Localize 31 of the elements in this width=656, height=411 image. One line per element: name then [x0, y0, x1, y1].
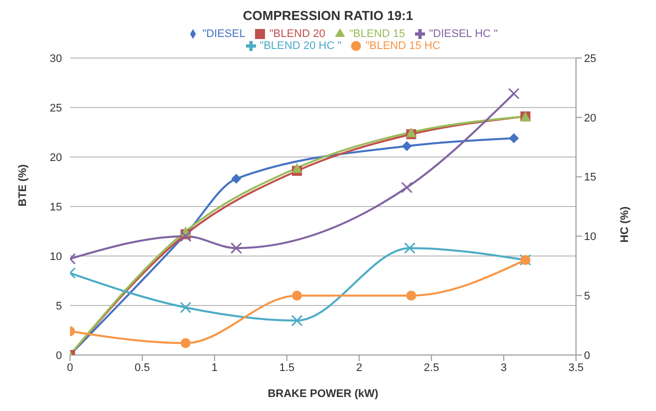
chart-title: COMPRESSION RATIO 19:1 [242, 8, 414, 24]
y2-tick-label: 0 [584, 350, 590, 362]
y2-tick-label: 25 [584, 52, 596, 65]
y-tick-label: 5 [56, 300, 62, 312]
x-tick-label: 0 [66, 362, 74, 374]
y2-axis-title: HC (%) [618, 206, 631, 243]
y2-tick-label: 10 [584, 231, 596, 244]
legend-label: "DIESEL [202, 28, 246, 40]
y-tick-label: 0 [56, 350, 62, 362]
y-tick-label: 20 [50, 152, 62, 164]
x-axis-title: BRAKE POWER (kW) [268, 388, 379, 400]
legend-label: "BLEND 20 [269, 28, 326, 40]
y-axis-title: BTE (%) [16, 164, 29, 206]
legend-label: "BLEND 15 HC [365, 40, 440, 52]
x-tick-label: 3 [500, 362, 507, 374]
legend-label: "BLEND 15 [349, 28, 406, 40]
y2-tick-label: 5 [584, 290, 590, 303]
y-tick-label: 25 [50, 102, 62, 114]
x-tick-label: 2.5 [424, 362, 440, 374]
legend-label: "BLEND 20 HC " [260, 40, 342, 52]
x-tick-label: 2 [356, 362, 362, 374]
y-tick-label: 15 [50, 201, 62, 214]
x-tick-label: 1.5 [279, 362, 295, 374]
x-tick-label: 1 [212, 362, 218, 374]
y2-tick-label: 15 [584, 172, 596, 184]
y2-tick-label: 20 [584, 112, 596, 124]
y-tick-label: 10 [50, 250, 62, 263]
x-tick-label: 3.5 [568, 362, 584, 374]
legend-label: "DIESEL HC " [429, 28, 498, 40]
y-tick-label: 30 [50, 52, 62, 65]
x-tick-label: 0.5 [134, 362, 150, 374]
